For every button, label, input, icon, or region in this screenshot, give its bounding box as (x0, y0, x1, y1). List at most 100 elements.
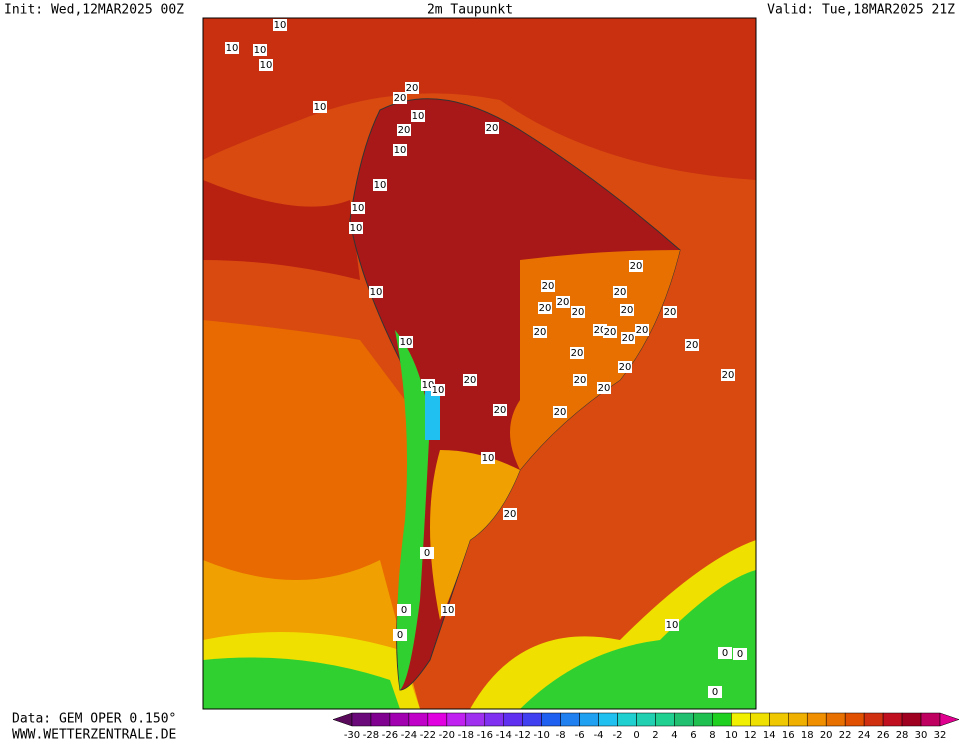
colorbar-tick-label: 2 (652, 730, 658, 741)
contour-label: 20 (630, 261, 643, 272)
colorbar-tick-label: 18 (801, 730, 814, 741)
contour-label: 20 (598, 383, 611, 394)
contour-label-box (393, 629, 407, 641)
colorbar-tick-label: 12 (744, 730, 757, 741)
colorbar-cell (408, 712, 429, 727)
contour-label: 20 (664, 307, 677, 318)
contour-label-box (420, 547, 434, 559)
colorbar-tick-label: -2 (613, 730, 623, 741)
data-source: Data: GEM OPER 0.150° (12, 712, 176, 727)
contour-label-box (635, 324, 649, 336)
contour-label: 20 (594, 325, 607, 336)
contour-label-box (620, 304, 634, 316)
colorbar-tick-label: 20 (820, 730, 833, 741)
valid-time: Valid: Tue,18MAR2025 21Z (767, 3, 955, 18)
contour-label-box (313, 101, 327, 113)
colorbar-tick-label: 22 (839, 730, 852, 741)
colorbar-cell (863, 712, 884, 727)
colorbar-cell (731, 712, 751, 727)
contour-label: 20 (542, 281, 555, 292)
colorbar: -30 -28 -26 -24 -22 -20 -18 -16 -14 -12 -10 -8 -6 -4-… (332, 712, 959, 741)
contour-label: 20 (406, 83, 419, 94)
colorbar-tick-label: -10 (534, 730, 550, 741)
colorbar-cell (636, 712, 656, 727)
contour-label-box (538, 302, 552, 314)
contour-label-box (369, 286, 383, 298)
contour-label: 10 (482, 453, 495, 464)
contour-label-box (541, 280, 555, 292)
contour-label-box (603, 326, 617, 338)
contour-label: 20 (722, 370, 735, 381)
contour-label: 10 (350, 223, 363, 234)
contour-label: 20 (571, 348, 584, 359)
contour-label: 10 (394, 145, 407, 156)
contour-label: 20 (636, 325, 649, 336)
colorbar-cell (579, 712, 599, 727)
contour-label-box (597, 382, 611, 394)
contour-label: 20 (614, 287, 627, 298)
contour-label: 0 (424, 548, 430, 559)
colorbar-tick-label: 10 (725, 730, 738, 741)
contour-label-box (570, 347, 584, 359)
colorbar-tick-label: 16 (782, 730, 795, 741)
colorbar-cell (882, 712, 903, 727)
colorbar-tick-label: 24 (858, 730, 871, 741)
contour-label-box (259, 59, 273, 71)
contour-label-box (718, 647, 732, 659)
contour-label-box (253, 44, 267, 56)
map (203, 18, 756, 709)
colorbar-cell (844, 712, 865, 727)
contour-label-box (503, 508, 517, 520)
contour-label: 0 (397, 630, 403, 641)
colorbar-cell (693, 712, 713, 727)
colorbar-tick-label: -12 (515, 730, 531, 741)
colorbar-cell (769, 712, 789, 727)
colorbar-cell (806, 712, 827, 727)
contour-label-box (393, 92, 407, 104)
contour-label: 20 (504, 509, 517, 520)
colorbar-cell (598, 712, 618, 727)
contour-label: 10 (400, 337, 413, 348)
colorbar-cell (465, 712, 486, 727)
contour-label-box (411, 110, 425, 122)
contour-label: 20 (619, 362, 632, 373)
colorbar-cell (655, 712, 675, 727)
contour-label: 0 (722, 648, 728, 659)
contour-label-box (573, 374, 587, 386)
contour-label-box (405, 82, 419, 94)
colorbar-tick-label: 28 (896, 730, 909, 741)
contour-label-box (351, 202, 365, 214)
colorbar-tick-label: -18 (458, 730, 474, 741)
colorbar-tick-label: -6 (575, 730, 585, 741)
contour-label-box (431, 384, 445, 396)
contour-label-box (273, 19, 287, 31)
colorbar-cell (503, 712, 523, 727)
contour-label-box (393, 144, 407, 156)
contour-label-box (481, 452, 495, 464)
contour-label: 20 (534, 327, 547, 338)
colorbar-tick-label: 0 (633, 730, 639, 741)
colorbar-tick-label: 30 (915, 730, 928, 741)
contour-label-box (493, 404, 507, 416)
colorbar-tick-label: 8 (709, 730, 715, 741)
contour-label: 10 (432, 385, 445, 396)
contour-label: 0 (401, 605, 407, 616)
colorbar-tick-label: -16 (477, 730, 493, 741)
contour-label: 10 (254, 45, 267, 56)
colorbar-cell (351, 712, 372, 727)
contour-label: 20 (622, 333, 635, 344)
contour-label: 20 (494, 405, 507, 416)
contour-label: 20 (539, 303, 552, 314)
contour-label-box (613, 286, 627, 298)
colorbar-arrow (939, 712, 959, 727)
contour-label-box (397, 124, 411, 136)
contour-label-box (721, 369, 735, 381)
colorbar-tick-label: -20 (439, 730, 455, 741)
colorbar-tick-label: -8 (556, 730, 566, 741)
contour-label-box (685, 339, 699, 351)
colorbar-cell (750, 712, 770, 727)
colorbar-tick-label: -26 (382, 730, 398, 741)
contour-label: 20 (604, 327, 617, 338)
